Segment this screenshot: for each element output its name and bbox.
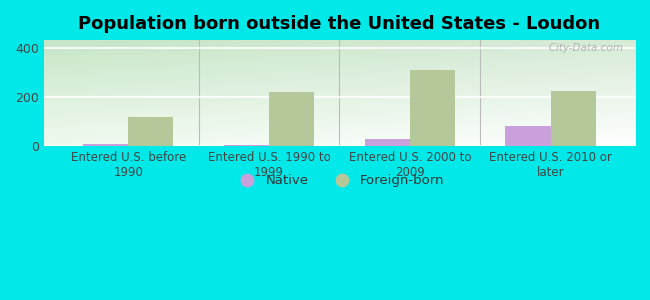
Bar — [551, 91, 595, 146]
Bar — [269, 92, 314, 146]
Bar — [83, 144, 128, 146]
Text: City-Data.com: City-Data.com — [540, 43, 623, 53]
Title: Population born outside the United States - Loudon: Population born outside the United State… — [78, 15, 601, 33]
Bar — [224, 145, 269, 146]
Bar — [128, 116, 174, 146]
Bar — [506, 126, 551, 146]
Bar — [365, 139, 410, 146]
Bar — [410, 70, 455, 146]
Legend: Native, Foreign-born: Native, Foreign-born — [229, 169, 450, 193]
